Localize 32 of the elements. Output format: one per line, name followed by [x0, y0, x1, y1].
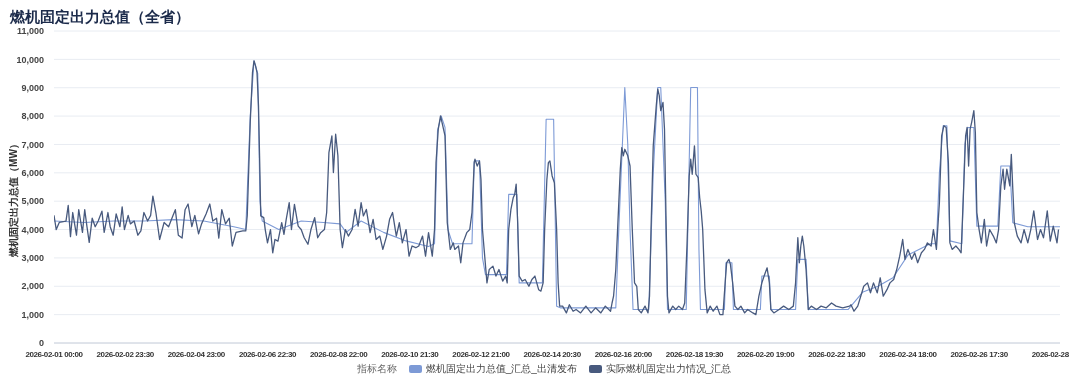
y-axis-title: 燃机固定出力总值（MW） — [7, 138, 20, 259]
x-tick-label: 2026-02-28 — [1031, 349, 1070, 359]
y-tick-label: 6,000 — [21, 168, 44, 179]
x-tick-label: 2026-02-02 23:30 — [96, 349, 155, 359]
x-tick-label: 2026-02-04 23:00 — [167, 349, 226, 359]
x-tick-label: 2026-02-26 17:30 — [950, 349, 1009, 359]
x-tick-label: 2026-02-08 22:00 — [310, 349, 369, 359]
y-tick-label: 11,000 — [16, 26, 44, 37]
y-tick-label: 2,000 — [21, 281, 44, 292]
y-tick-label: 1,000 — [21, 309, 44, 320]
chart-title: 燃机固定出力总值（全省） — [10, 8, 190, 27]
x-tick-label: 2026-02-14 20:30 — [523, 349, 582, 359]
x-tick-label: 2026-02-06 22:30 — [238, 349, 298, 359]
y-tick-label: 8,000 — [21, 111, 44, 122]
legend-label: 燃机固定出力总值_汇总_出清发布 — [425, 362, 577, 376]
x-tick-label: 2026-02-16 20:00 — [594, 349, 653, 359]
y-tick-label: 9,000 — [21, 82, 44, 93]
legend-label: 实际燃机固定出力情况_汇总 — [605, 362, 732, 376]
y-tick-label: 0 — [38, 338, 44, 349]
y-tick-label: 10,000 — [16, 54, 44, 65]
x-tick-label: 2026-02-24 18:00 — [879, 349, 938, 359]
x-tick-label: 2026-02-12 21:00 — [452, 349, 511, 359]
x-tick-label: 2026-02-22 18:30 — [808, 349, 867, 359]
y-tick-label: 5,000 — [21, 196, 44, 207]
y-tick-label: 3,000 — [21, 253, 44, 264]
x-tick-label: 2026-02-01 00:00 — [25, 349, 84, 359]
y-tick-label: 4,000 — [21, 224, 44, 235]
y-tick-label: 7,000 — [21, 139, 44, 150]
x-tick-label: 2026-02-20 19:00 — [737, 349, 796, 359]
x-tick-label: 2026-02-18 19:30 — [665, 349, 724, 359]
legend-title: 指标名称 — [356, 362, 397, 376]
x-tick-label: 2026-02-10 21:30 — [381, 349, 440, 359]
